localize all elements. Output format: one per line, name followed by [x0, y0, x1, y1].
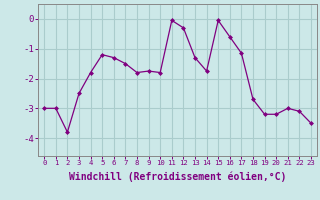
X-axis label: Windchill (Refroidissement éolien,°C): Windchill (Refroidissement éolien,°C) [69, 172, 286, 182]
